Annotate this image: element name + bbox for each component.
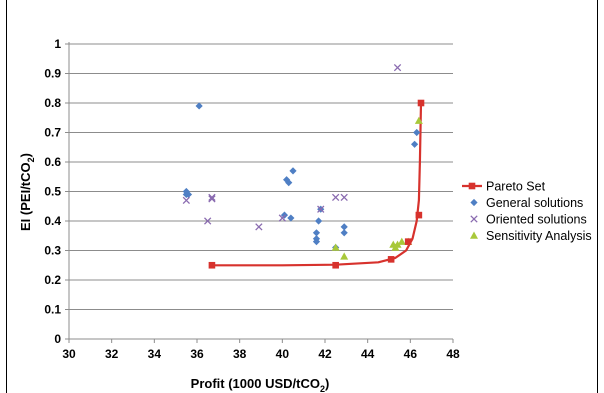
y-tick-label: 0.6 (44, 155, 61, 169)
x-tick-label: 30 (62, 347, 76, 361)
y-tick-label: 0 (54, 332, 61, 346)
y-tick-label: 0.9 (44, 67, 61, 81)
pareto-set-point (404, 238, 412, 245)
oriented-solutions-point (208, 195, 216, 203)
general-solutions-point (411, 140, 419, 148)
legend-marker-sensitivity-analysis (470, 231, 478, 239)
y-tick-label: 0.4 (44, 214, 61, 228)
x-tick-labels: 30 32 34 36 38 40 42 44 46 48 (62, 347, 460, 361)
legend-entry-general-solutions: General solutions (470, 196, 583, 210)
y-tick-label: 0.8 (44, 96, 61, 110)
legend-entry-pareto-set: Pareto Set (462, 180, 546, 194)
series-markers (182, 63, 425, 269)
general-solutions-point (184, 190, 193, 199)
legend-label-pareto-set: Pareto Set (486, 180, 546, 194)
y-tick-label: 0.3 (44, 244, 61, 258)
oriented-solutions-point (340, 193, 348, 202)
oriented-solutions-point (278, 214, 286, 222)
pareto-set-point (415, 211, 423, 219)
legend-entry-sensitivity-analysis: Sensitivity Analysis (470, 229, 592, 243)
sensitivity-analysis-point (397, 237, 406, 245)
gridlines (69, 43, 453, 310)
pareto-set-point (417, 99, 425, 107)
x-tick-label: 44 (361, 347, 375, 361)
general-solutions-point (283, 176, 291, 184)
pareto-set-point (332, 261, 339, 269)
axes (65, 42, 454, 343)
oriented-solutions-point (204, 217, 212, 225)
oriented-solutions-point (255, 223, 263, 231)
y-axis-title: EI (PEI/tCO2) (18, 153, 36, 231)
sensitivity-analysis-point (331, 243, 340, 251)
series-pareto-set-line (211, 102, 423, 267)
legend-marker-pareto-set (468, 182, 476, 190)
general-solutions-point (195, 102, 203, 110)
general-solutions-point (312, 238, 321, 246)
legend-label-sensitivity-analysis: Sensitivity Analysis (486, 229, 592, 243)
general-solutions-point (289, 167, 297, 175)
x-tick-label: 40 (276, 347, 290, 361)
pareto-set-point (208, 261, 216, 269)
general-solutions-point (340, 229, 348, 237)
general-solutions-point (287, 214, 295, 222)
y-tick-labels: 0 0.1 0.2 0.3 0.4 0.5 0.6 0.7 0.8 0.9 1 (44, 37, 61, 346)
pareto-set-point (387, 256, 395, 263)
sensitivity-analysis-point (393, 240, 402, 248)
oriented-solutions-point (317, 205, 325, 213)
legend-entry-oriented-solutions: Oriented solutions (470, 213, 587, 227)
oriented-solutions-point (182, 196, 190, 205)
legend-label-oriented-solutions: Oriented solutions (486, 213, 587, 227)
x-tick-label: 48 (446, 347, 460, 361)
legend-marker-general-solutions (470, 198, 478, 207)
pareto-set-curve (211, 102, 423, 267)
y-tick-label: 0.7 (44, 126, 61, 140)
oriented-solutions-point (208, 193, 216, 202)
x-tick-label: 32 (105, 347, 119, 361)
x-tick-label: 36 (190, 347, 204, 361)
general-solutions-point (315, 217, 323, 225)
legend-marker-oriented-solutions (470, 215, 478, 223)
general-solutions-point (340, 223, 348, 231)
general-solutions-point (413, 128, 421, 137)
x-tick-label: 38 (233, 347, 247, 361)
general-solutions-point (285, 179, 293, 187)
x-axis-title: Profit (1000 USD/tCO2) (191, 376, 330, 393)
y-tick-label: 0.5 (44, 185, 61, 199)
legend-label-general-solutions: General solutions (486, 196, 583, 210)
legend: Pareto Set General solutions Oriented solu… (462, 180, 592, 243)
x-tick-label: 34 (148, 347, 162, 361)
oriented-solutions-point (332, 193, 340, 202)
x-tick-label: 46 (404, 347, 418, 361)
y-tick-label: 1 (54, 37, 61, 51)
general-solutions-point (312, 229, 321, 237)
x-tick-label: 42 (318, 347, 332, 361)
y-tick-label: 0.1 (44, 303, 61, 317)
oriented-solutions-point (393, 63, 402, 72)
y-tick-label: 0.2 (44, 273, 61, 287)
sensitivity-analysis-point (414, 116, 423, 124)
sensitivity-analysis-point (340, 252, 349, 260)
